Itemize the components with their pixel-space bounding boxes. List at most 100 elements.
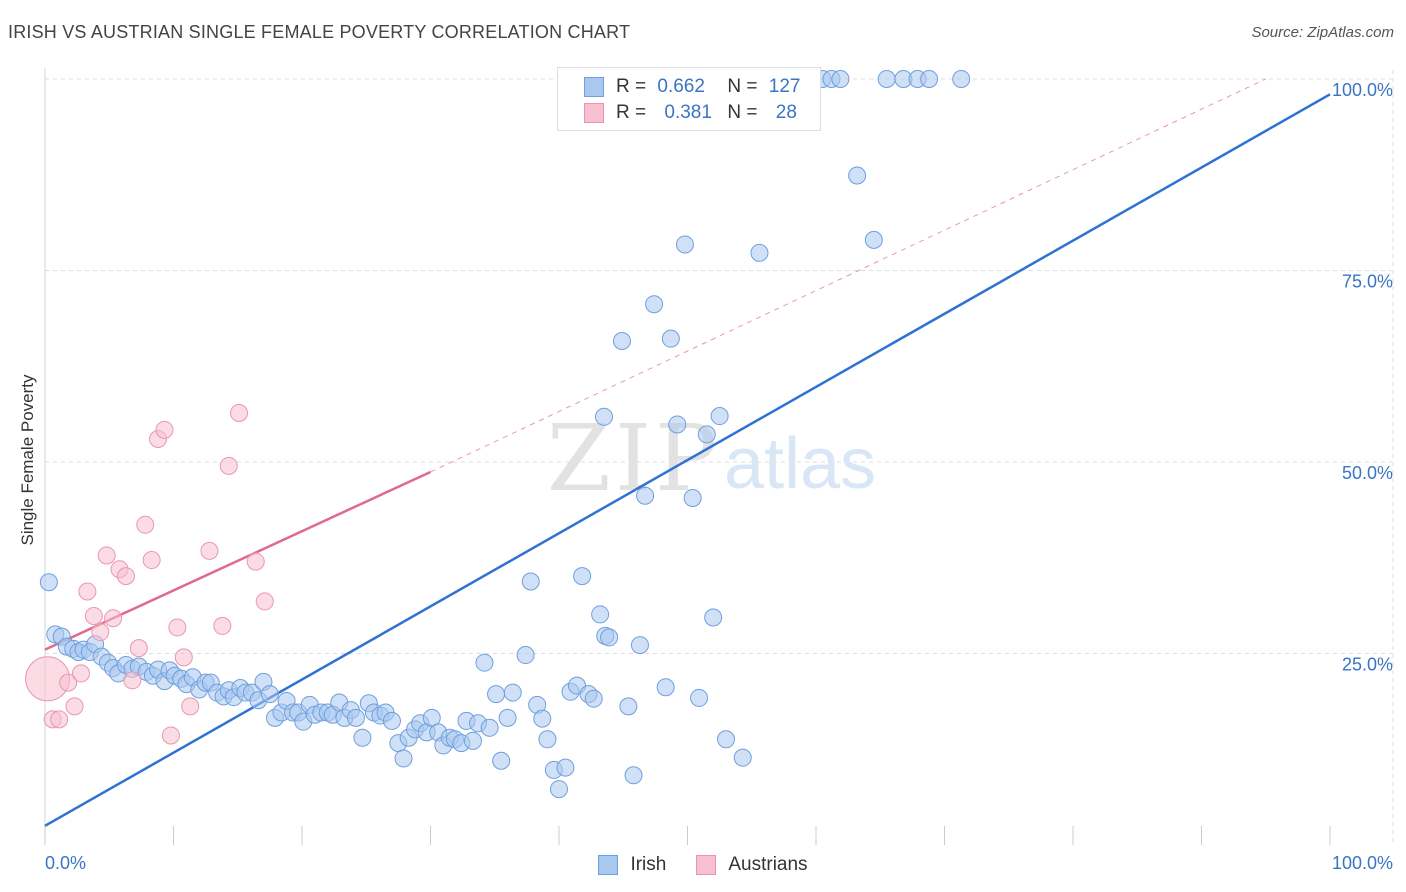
irish-point	[831, 70, 850, 88]
irish-r-value: 0.662	[657, 76, 705, 97]
austrian-point	[71, 664, 90, 683]
irish-n-label: N =	[727, 76, 763, 97]
irish-point	[630, 636, 649, 655]
austrian-point	[116, 567, 135, 586]
austrian-point	[230, 403, 249, 422]
irish-point	[675, 235, 694, 254]
austrian-point	[246, 552, 265, 571]
irish-point	[475, 653, 494, 672]
irish-point	[645, 295, 664, 314]
irish-point	[346, 708, 365, 727]
irish-point	[521, 572, 540, 591]
irish-swatch	[584, 77, 604, 97]
austrian-n-value: 28	[775, 102, 797, 123]
irish-r-label: R =	[616, 76, 652, 97]
irish-point	[594, 407, 613, 426]
irish-point	[710, 407, 729, 426]
tick-labels: 25.0% 50.0% 75.0% 100.0% 0.0% 100.0%	[45, 80, 1393, 873]
austrian-point	[123, 671, 142, 690]
austrian-swatch	[584, 103, 604, 123]
irish-point	[656, 678, 675, 697]
austrian-point	[255, 592, 274, 611]
irish-point	[492, 751, 511, 770]
austrian-trend-extension	[430, 78, 1266, 473]
austrian-point	[219, 456, 238, 475]
y-tick-label: 50.0%	[1342, 463, 1393, 483]
austrian-point	[65, 697, 84, 716]
legend-row-austrians: R = 0.381 N = 28	[584, 100, 797, 126]
austrian-point	[136, 515, 155, 534]
austrian-n-label: N =	[727, 102, 763, 123]
irish-point	[612, 331, 631, 350]
austrian-point	[78, 582, 97, 601]
irish-n-value: 127	[768, 76, 801, 97]
austrian-point	[59, 673, 78, 692]
x-tick-label: 0.0%	[45, 853, 86, 873]
irish-point	[600, 628, 619, 647]
irish-point	[952, 70, 971, 88]
irish-point	[704, 608, 723, 627]
irish-point	[533, 709, 552, 728]
austrian-r-value: 0.381	[664, 102, 712, 123]
irish-point	[661, 329, 680, 348]
irish-point	[864, 230, 883, 249]
chart-title: IRISH VS AUSTRIAN SINGLE FEMALE POVERTY …	[8, 22, 631, 42]
irish-point	[624, 766, 643, 785]
austrian-point	[181, 697, 200, 716]
irish-point	[591, 605, 610, 624]
irish-point	[668, 415, 687, 434]
irish-point	[556, 758, 575, 777]
irish-point	[573, 567, 592, 586]
austrian-point	[104, 609, 123, 628]
points-layer	[25, 70, 971, 799]
irish-point	[39, 573, 58, 592]
irish-point	[690, 688, 709, 707]
austrian-point	[84, 606, 103, 625]
legend-item-irish: Irish	[598, 854, 666, 876]
irish-legend-swatch	[598, 855, 619, 875]
austrian-legend-swatch	[696, 855, 717, 875]
y-tick-label: 100.0%	[1332, 80, 1393, 100]
irish-point	[394, 749, 413, 768]
austrian-point	[50, 710, 69, 729]
irish-point	[697, 425, 716, 444]
irish-point	[877, 70, 896, 88]
austrian-point	[174, 648, 193, 667]
y-tick-label: 25.0%	[1342, 655, 1393, 675]
austrian-point	[200, 541, 219, 560]
irish-point	[487, 685, 506, 704]
irish-trend-line	[44, 93, 1331, 827]
austrian-point	[161, 726, 180, 745]
irish-point	[717, 730, 736, 749]
irish-point	[260, 685, 279, 704]
austrian-point	[129, 639, 148, 658]
irish-legend-label: Irish	[630, 854, 667, 875]
legend-item-austrians: Austrians	[696, 854, 808, 876]
series-legend: Irish Austrians	[0, 852, 1406, 878]
austrian-legend-label: Austrians	[728, 854, 808, 875]
austrian-r-label: R =	[616, 102, 652, 123]
austrian-point	[97, 546, 116, 565]
irish-point	[750, 243, 769, 262]
irish-point	[848, 166, 867, 185]
irish-point	[382, 711, 401, 730]
austrian-point	[91, 623, 110, 642]
irish-point	[503, 683, 522, 702]
irish-point	[550, 780, 568, 799]
watermark-atlas: atlas	[724, 424, 876, 504]
austrian-point	[142, 551, 161, 570]
stats-legend: R = 0.662 N = 127 R = 0.381 N = 28	[557, 67, 821, 131]
irish-point	[619, 697, 638, 716]
austrian-point	[155, 420, 174, 439]
irish-point	[683, 489, 702, 508]
legend-row-irish: R = 0.662 N = 127	[584, 74, 800, 100]
irish-point	[538, 730, 557, 749]
y-tick-label: 75.0%	[1342, 272, 1393, 292]
austrian-point	[213, 616, 232, 635]
y-axis-label: Single Female Poverty	[18, 374, 37, 546]
irish-point	[480, 718, 499, 737]
irish-point	[920, 70, 939, 88]
austrian-point	[168, 618, 187, 637]
x-tick-label: 100.0%	[1332, 853, 1393, 873]
